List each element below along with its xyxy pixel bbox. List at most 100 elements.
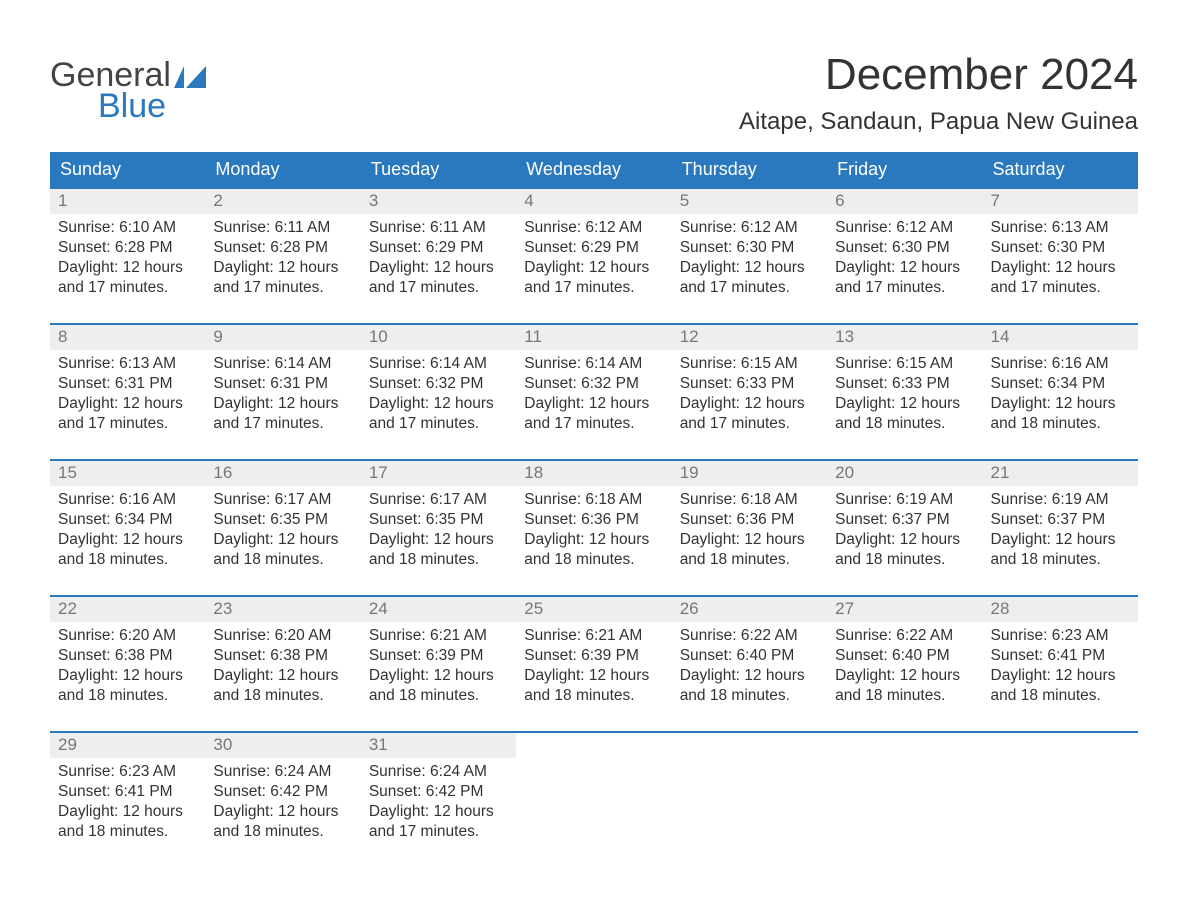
- sunset-line: Sunset: 6:36 PM: [524, 511, 639, 528]
- daylight-line: Daylight: 12 hours and 17 minutes.: [369, 259, 494, 296]
- daylight-line: Daylight: 12 hours and 18 minutes.: [58, 803, 183, 840]
- sunset-line: Sunset: 6:40 PM: [680, 647, 795, 664]
- sunrise-line: Sunrise: 6:23 AM: [991, 627, 1109, 644]
- day-number: 11: [516, 325, 671, 350]
- day-number: 18: [516, 461, 671, 486]
- day-details: Sunrise: 6:24 AMSunset: 6:42 PMDaylight:…: [205, 758, 360, 847]
- daylight-line: Daylight: 12 hours and 18 minutes.: [835, 667, 960, 704]
- header-row: General Blue December 2024 Aitape, Sanda…: [50, 50, 1138, 136]
- calendar-day-cell: 22Sunrise: 6:20 AMSunset: 6:38 PMDayligh…: [50, 596, 205, 732]
- daylight-line: Daylight: 12 hours and 17 minutes.: [524, 259, 649, 296]
- daylight-line: Daylight: 12 hours and 18 minutes.: [58, 531, 183, 568]
- daylight-line: Daylight: 12 hours and 18 minutes.: [58, 667, 183, 704]
- sunrise-line: Sunrise: 6:14 AM: [524, 355, 642, 372]
- sunset-line: Sunset: 6:41 PM: [58, 783, 173, 800]
- day-number: 29: [50, 733, 205, 758]
- sunset-line: Sunset: 6:28 PM: [213, 239, 328, 256]
- sunset-line: Sunset: 6:42 PM: [213, 783, 328, 800]
- day-number: 28: [983, 597, 1138, 622]
- sunrise-line: Sunrise: 6:19 AM: [991, 491, 1109, 508]
- calendar-day-cell: 2Sunrise: 6:11 AMSunset: 6:28 PMDaylight…: [205, 188, 360, 324]
- calendar-day-cell: 6Sunrise: 6:12 AMSunset: 6:30 PMDaylight…: [827, 188, 982, 324]
- sunset-line: Sunset: 6:34 PM: [991, 375, 1106, 392]
- sunset-line: Sunset: 6:36 PM: [680, 511, 795, 528]
- sunset-line: Sunset: 6:32 PM: [524, 375, 639, 392]
- sunrise-line: Sunrise: 6:24 AM: [213, 763, 331, 780]
- calendar-day-cell: ..: [672, 732, 827, 852]
- sunset-line: Sunset: 6:37 PM: [991, 511, 1106, 528]
- day-details: Sunrise: 6:21 AMSunset: 6:39 PMDaylight:…: [361, 622, 516, 711]
- day-number: 12: [672, 325, 827, 350]
- day-header: Saturday: [983, 152, 1138, 188]
- calendar-day-cell: ..: [983, 732, 1138, 852]
- day-number: 5: [672, 189, 827, 214]
- calendar-day-cell: 16Sunrise: 6:17 AMSunset: 6:35 PMDayligh…: [205, 460, 360, 596]
- sunrise-line: Sunrise: 6:16 AM: [991, 355, 1109, 372]
- day-details: Sunrise: 6:17 AMSunset: 6:35 PMDaylight:…: [205, 486, 360, 575]
- sunset-line: Sunset: 6:42 PM: [369, 783, 484, 800]
- sunset-line: Sunset: 6:39 PM: [524, 647, 639, 664]
- flag-icon: [174, 66, 206, 88]
- day-number: 16: [205, 461, 360, 486]
- day-details: Sunrise: 6:10 AMSunset: 6:28 PMDaylight:…: [50, 214, 205, 303]
- calendar-week-row: 22Sunrise: 6:20 AMSunset: 6:38 PMDayligh…: [50, 596, 1138, 732]
- calendar-day-cell: 21Sunrise: 6:19 AMSunset: 6:37 PMDayligh…: [983, 460, 1138, 596]
- day-number: 23: [205, 597, 360, 622]
- sunrise-line: Sunrise: 6:10 AM: [58, 219, 176, 236]
- logo-text-blue: Blue: [98, 92, 206, 121]
- day-number: 2: [205, 189, 360, 214]
- sunset-line: Sunset: 6:37 PM: [835, 511, 950, 528]
- calendar-week-row: 8Sunrise: 6:13 AMSunset: 6:31 PMDaylight…: [50, 324, 1138, 460]
- sunset-line: Sunset: 6:38 PM: [213, 647, 328, 664]
- calendar-week-row: 1Sunrise: 6:10 AMSunset: 6:28 PMDaylight…: [50, 188, 1138, 324]
- day-details: Sunrise: 6:20 AMSunset: 6:38 PMDaylight:…: [205, 622, 360, 711]
- sunrise-line: Sunrise: 6:14 AM: [213, 355, 331, 372]
- calendar-day-cell: 25Sunrise: 6:21 AMSunset: 6:39 PMDayligh…: [516, 596, 671, 732]
- sunrise-line: Sunrise: 6:22 AM: [835, 627, 953, 644]
- sunset-line: Sunset: 6:31 PM: [213, 375, 328, 392]
- daylight-line: Daylight: 12 hours and 18 minutes.: [213, 531, 338, 568]
- day-details: Sunrise: 6:15 AMSunset: 6:33 PMDaylight:…: [827, 350, 982, 439]
- calendar-day-cell: 20Sunrise: 6:19 AMSunset: 6:37 PMDayligh…: [827, 460, 982, 596]
- day-number: 21: [983, 461, 1138, 486]
- logo: General Blue: [50, 58, 206, 121]
- sunset-line: Sunset: 6:33 PM: [680, 375, 795, 392]
- sunrise-line: Sunrise: 6:13 AM: [58, 355, 176, 372]
- daylight-line: Daylight: 12 hours and 17 minutes.: [680, 259, 805, 296]
- calendar-day-cell: 23Sunrise: 6:20 AMSunset: 6:38 PMDayligh…: [205, 596, 360, 732]
- sunrise-line: Sunrise: 6:16 AM: [58, 491, 176, 508]
- day-details: Sunrise: 6:19 AMSunset: 6:37 PMDaylight:…: [983, 486, 1138, 575]
- sunrise-line: Sunrise: 6:20 AM: [213, 627, 331, 644]
- day-number: 19: [672, 461, 827, 486]
- sunset-line: Sunset: 6:30 PM: [835, 239, 950, 256]
- daylight-line: Daylight: 12 hours and 18 minutes.: [369, 531, 494, 568]
- daylight-line: Daylight: 12 hours and 17 minutes.: [369, 395, 494, 432]
- daylight-line: Daylight: 12 hours and 18 minutes.: [835, 531, 960, 568]
- day-number: 26: [672, 597, 827, 622]
- calendar-day-cell: 17Sunrise: 6:17 AMSunset: 6:35 PMDayligh…: [361, 460, 516, 596]
- day-header: Friday: [827, 152, 982, 188]
- calendar-day-cell: 7Sunrise: 6:13 AMSunset: 6:30 PMDaylight…: [983, 188, 1138, 324]
- day-details: Sunrise: 6:11 AMSunset: 6:28 PMDaylight:…: [205, 214, 360, 303]
- sunset-line: Sunset: 6:39 PM: [369, 647, 484, 664]
- sunrise-line: Sunrise: 6:24 AM: [369, 763, 487, 780]
- day-details: Sunrise: 6:23 AMSunset: 6:41 PMDaylight:…: [983, 622, 1138, 711]
- sunrise-line: Sunrise: 6:14 AM: [369, 355, 487, 372]
- calendar-day-cell: 30Sunrise: 6:24 AMSunset: 6:42 PMDayligh…: [205, 732, 360, 852]
- day-details: Sunrise: 6:21 AMSunset: 6:39 PMDaylight:…: [516, 622, 671, 711]
- calendar-day-cell: 10Sunrise: 6:14 AMSunset: 6:32 PMDayligh…: [361, 324, 516, 460]
- sunrise-line: Sunrise: 6:17 AM: [213, 491, 331, 508]
- day-number: 20: [827, 461, 982, 486]
- day-details: Sunrise: 6:13 AMSunset: 6:30 PMDaylight:…: [983, 214, 1138, 303]
- daylight-line: Daylight: 12 hours and 17 minutes.: [524, 395, 649, 432]
- calendar-day-cell: 26Sunrise: 6:22 AMSunset: 6:40 PMDayligh…: [672, 596, 827, 732]
- day-header: Monday: [205, 152, 360, 188]
- sunrise-line: Sunrise: 6:20 AM: [58, 627, 176, 644]
- day-details: Sunrise: 6:14 AMSunset: 6:31 PMDaylight:…: [205, 350, 360, 439]
- calendar-day-cell: 31Sunrise: 6:24 AMSunset: 6:42 PMDayligh…: [361, 732, 516, 852]
- sunrise-line: Sunrise: 6:11 AM: [369, 219, 486, 236]
- day-number: 25: [516, 597, 671, 622]
- calendar-day-cell: 13Sunrise: 6:15 AMSunset: 6:33 PMDayligh…: [827, 324, 982, 460]
- daylight-line: Daylight: 12 hours and 17 minutes.: [680, 395, 805, 432]
- day-number: 3: [361, 189, 516, 214]
